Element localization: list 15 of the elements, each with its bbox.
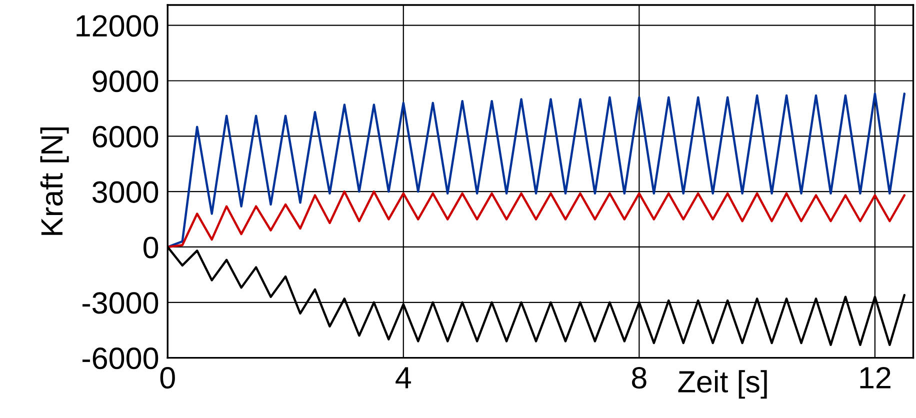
y-tick-label: -3000 (82, 292, 158, 314)
y-tick-label: -6000 (82, 348, 158, 370)
y-tick-label: 3000 (92, 181, 158, 203)
line-series (168, 92, 906, 248)
x-tick-label: 8 (632, 366, 646, 389)
x-tick-label: 12 (860, 366, 890, 388)
y-tick-label: 12000 (76, 15, 158, 37)
x-axis-title: Zeit [s] (678, 370, 767, 399)
y-tick-label: 9000 (92, 70, 158, 92)
line-series (168, 190, 906, 248)
y-tick-label: 0 (143, 236, 158, 258)
x-tick-label: 0 (160, 366, 175, 389)
y-tick-label: 6000 (92, 126, 158, 148)
x-tick-label: 4 (396, 367, 411, 388)
y-axis-title: Kraft [N] (40, 128, 69, 235)
